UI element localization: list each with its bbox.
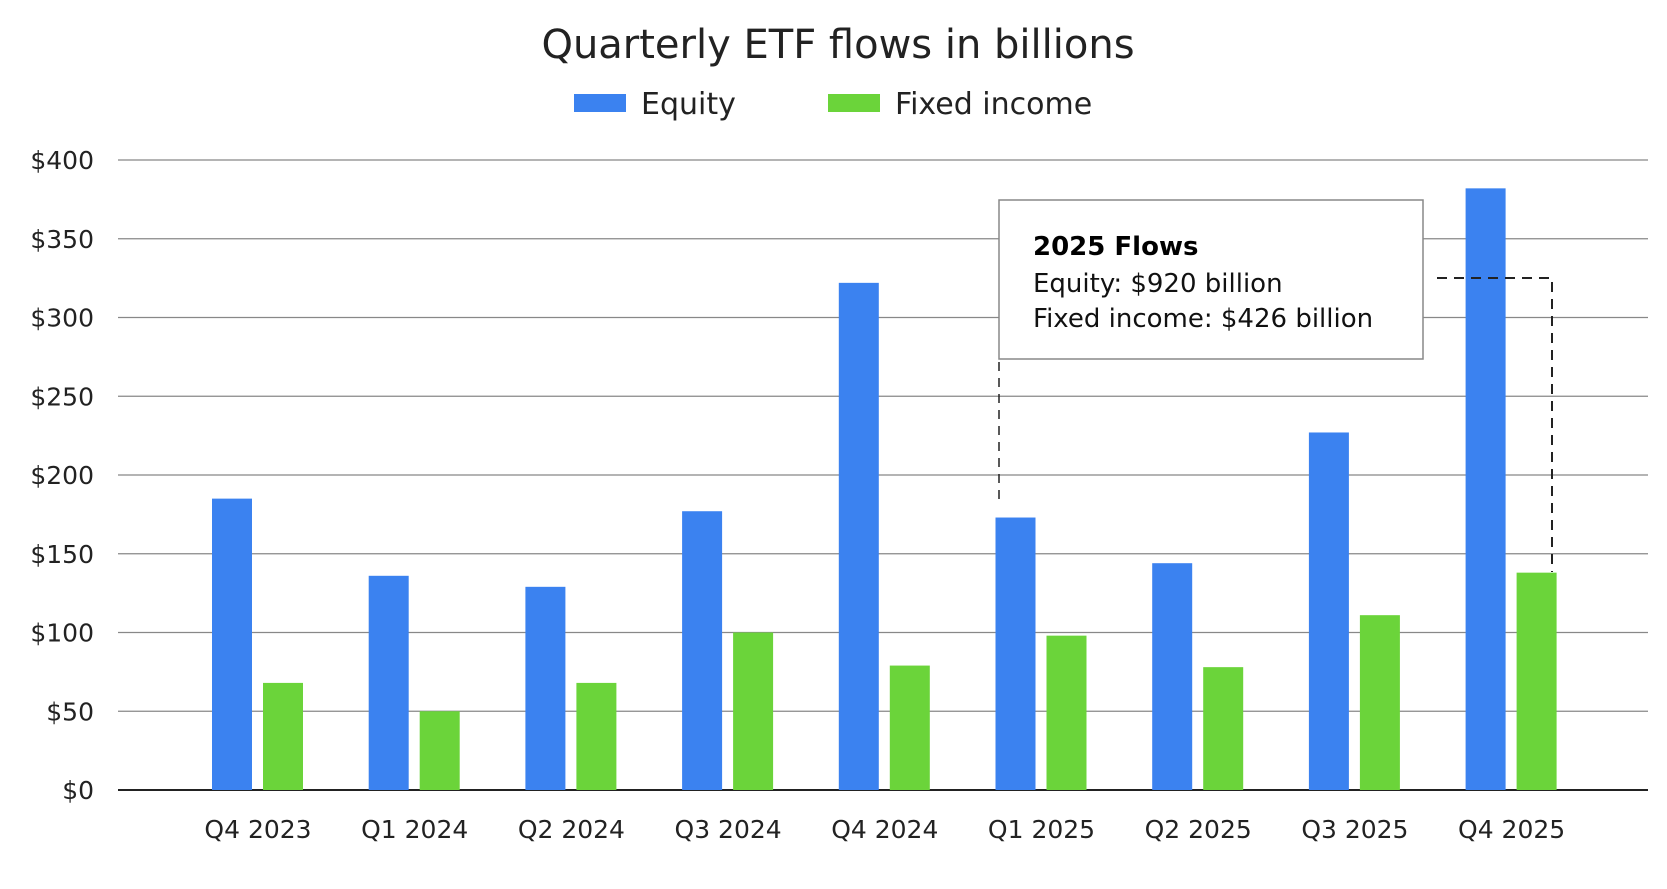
x-axis-ticks: Q4 2023 Q1 2024 Q2 2024 Q3 2024 Q4 2024 Q1 20… xyxy=(204,815,1565,844)
x-tick-label: Q3 2025 xyxy=(1301,815,1408,844)
x-tick-label: Q4 2025 xyxy=(1458,815,1565,844)
x-tick-label: Q2 2025 xyxy=(1145,815,1252,844)
legend-swatch-fixed-income xyxy=(828,94,880,112)
annotation: 2025 Flows Equity: $920 billion Fixed in… xyxy=(998,199,1553,572)
bar-equity xyxy=(525,586,566,790)
chart-title: Quarterly ETF flows in billions xyxy=(541,22,1134,68)
y-tick-label: $50 xyxy=(46,697,94,726)
y-tick-label: $300 xyxy=(30,304,94,333)
x-tick-label: Q3 2024 xyxy=(675,815,782,844)
x-tick-label: Q4 2024 xyxy=(831,815,938,844)
bar-equity xyxy=(995,517,1036,790)
legend: Equity Fixed income xyxy=(574,87,1092,122)
y-tick-label: $200 xyxy=(30,461,94,490)
legend-label-equity: Equity xyxy=(641,87,736,122)
bar-fixed-income xyxy=(1203,667,1244,790)
bar-fixed-income xyxy=(1516,572,1557,790)
bar-fixed-income xyxy=(889,665,930,790)
annotation-line-equity: Equity: $920 billion xyxy=(1033,269,1283,299)
bar-fixed-income xyxy=(733,632,774,790)
x-tick-label: Q2 2024 xyxy=(518,815,625,844)
y-axis-ticks: $0 $50 $100 $150 $200 $250 $300 $350 $400 xyxy=(30,146,94,805)
x-tick-label: Q1 2025 xyxy=(988,815,1095,844)
bar-fixed-income xyxy=(263,682,303,790)
annotation-box xyxy=(998,199,1424,360)
annotation-title: 2025 Flows xyxy=(1033,232,1198,262)
y-tick-label: $150 xyxy=(30,540,94,569)
bar-equity xyxy=(1308,432,1349,790)
y-tick-label: $250 xyxy=(30,382,94,411)
bar-equity xyxy=(1152,563,1193,790)
bar-equity xyxy=(838,282,879,790)
annotation-bracket-right xyxy=(1437,277,1553,572)
bar-fixed-income xyxy=(419,711,460,790)
y-tick-label: $400 xyxy=(30,146,94,175)
y-tick-label: $0 xyxy=(62,776,94,805)
annotation-line-fixed-income: Fixed income: $426 billion xyxy=(1033,304,1373,334)
bar-equity xyxy=(368,575,409,790)
x-tick-label: Q1 2024 xyxy=(361,815,468,844)
legend-label-fixed-income: Fixed income xyxy=(895,87,1092,122)
bars xyxy=(212,188,1557,791)
legend-swatch-equity xyxy=(574,94,626,112)
y-tick-label: $350 xyxy=(30,225,94,254)
y-tick-label: $100 xyxy=(30,619,94,648)
bar-equity xyxy=(682,511,723,790)
bar-equity xyxy=(212,498,252,790)
bar-fixed-income xyxy=(1046,635,1087,790)
x-tick-label: Q4 2023 xyxy=(204,815,311,844)
bar-fixed-income xyxy=(576,682,617,790)
bar-equity xyxy=(1465,188,1506,791)
bar-fixed-income xyxy=(1359,615,1400,790)
